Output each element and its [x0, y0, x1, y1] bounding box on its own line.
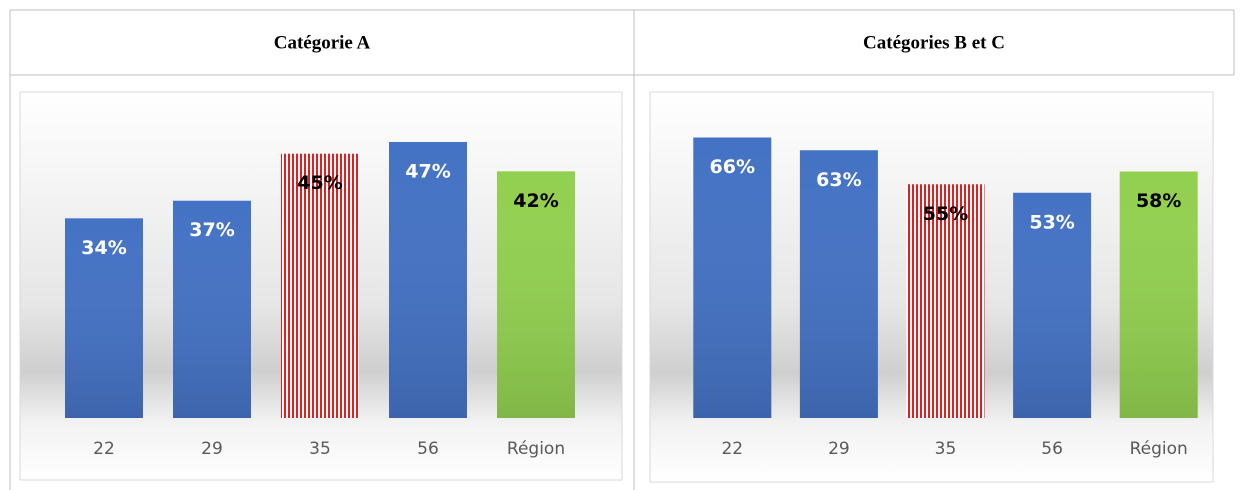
x-tick-label: 35 — [309, 439, 331, 459]
bar — [281, 153, 359, 418]
bar-shade — [693, 137, 772, 418]
value-label: 66% — [710, 156, 755, 178]
value-label: 58% — [1136, 190, 1181, 212]
value-label: 55% — [923, 203, 968, 225]
table-borders — [9, 9, 1235, 490]
x-tick-label: 29 — [828, 439, 850, 459]
x-tick-label: 35 — [935, 439, 957, 459]
x-tick-label: 56 — [417, 439, 439, 459]
value-label: 63% — [816, 169, 861, 191]
x-tick-label: 22 — [721, 439, 743, 459]
bar-shade — [497, 171, 575, 418]
x-tick-label: Région — [507, 439, 565, 459]
x-tick-label: Région — [1130, 439, 1188, 459]
value-label: 37% — [189, 219, 234, 241]
bar-shade — [799, 150, 878, 418]
bar-shade — [65, 218, 143, 418]
x-tick-label: 22 — [93, 439, 115, 459]
value-label: 53% — [1029, 211, 1074, 233]
bar-shade — [173, 200, 251, 418]
bar-shade — [1119, 171, 1198, 418]
chart-title: Catégorie A — [274, 32, 371, 53]
bar-shade — [389, 141, 467, 418]
value-label: 42% — [513, 190, 558, 212]
bar-shade — [1013, 192, 1092, 418]
value-label: 45% — [297, 172, 342, 194]
x-tick-label: 29 — [201, 439, 223, 459]
value-label: 47% — [405, 160, 450, 182]
chart-title: Catégories B et C — [863, 32, 1005, 53]
bar — [906, 184, 985, 418]
x-tick-label: 56 — [1041, 439, 1063, 459]
value-label: 34% — [81, 237, 126, 259]
